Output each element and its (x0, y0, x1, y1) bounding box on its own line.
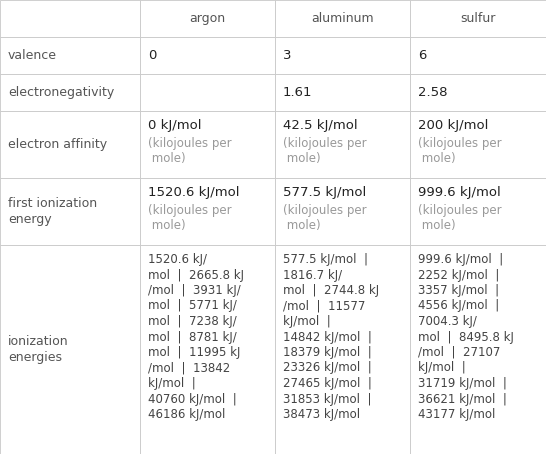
Bar (275, 0, 410, 37)
Text: 577.5 kJ/mol: 577.5 kJ/mol (283, 186, 366, 199)
Bar (0, 111, 140, 178)
Bar (275, 111, 410, 178)
Bar (410, 37, 546, 74)
Bar (0, 0, 140, 37)
Text: 577.5 kJ/mol  |
1816.7 kJ/
mol  |  2744.8 kJ
/mol  |  11577
kJ/mol  |
14842 kJ/m: 577.5 kJ/mol | 1816.7 kJ/ mol | 2744.8 k… (283, 253, 379, 421)
Text: 0: 0 (148, 49, 156, 62)
Bar (410, 74, 546, 111)
Bar (275, 37, 410, 74)
Bar (410, 245, 546, 454)
Text: electronegativity: electronegativity (8, 86, 114, 99)
Text: 200 kJ/mol: 200 kJ/mol (418, 119, 488, 132)
Text: aluminum: aluminum (311, 12, 374, 25)
Text: valence: valence (8, 49, 57, 62)
Bar (410, 111, 546, 178)
Text: ionization
energies: ionization energies (8, 335, 69, 364)
Bar (0, 245, 140, 454)
Text: 999.6 kJ/mol: 999.6 kJ/mol (418, 186, 501, 199)
Bar (140, 74, 275, 111)
Bar (275, 178, 410, 245)
Text: (kilojoules per
 mole): (kilojoules per mole) (283, 137, 366, 165)
Text: (kilojoules per
 mole): (kilojoules per mole) (283, 204, 366, 232)
Text: 42.5 kJ/mol: 42.5 kJ/mol (283, 119, 358, 132)
Text: 6: 6 (418, 49, 426, 62)
Text: (kilojoules per
 mole): (kilojoules per mole) (148, 137, 232, 165)
Bar (0, 74, 140, 111)
Text: 1.61: 1.61 (283, 86, 312, 99)
Text: argon: argon (189, 12, 225, 25)
Bar (140, 111, 275, 178)
Bar (140, 37, 275, 74)
Bar (275, 74, 410, 111)
Bar (410, 178, 546, 245)
Text: (kilojoules per
 mole): (kilojoules per mole) (418, 204, 502, 232)
Bar (275, 245, 410, 454)
Bar (0, 37, 140, 74)
Text: 999.6 kJ/mol  |
2252 kJ/mol  |
3357 kJ/mol  |
4556 kJ/mol  |
7004.3 kJ/
mol  |  : 999.6 kJ/mol | 2252 kJ/mol | 3357 kJ/mol… (418, 253, 514, 421)
Text: 3: 3 (283, 49, 292, 62)
Text: (kilojoules per
 mole): (kilojoules per mole) (148, 204, 232, 232)
Text: 1520.6 kJ/
mol  |  2665.8 kJ
/mol  |  3931 kJ/
mol  |  5771 kJ/
mol  |  7238 kJ/: 1520.6 kJ/ mol | 2665.8 kJ /mol | 3931 k… (148, 253, 244, 421)
Text: electron affinity: electron affinity (8, 138, 107, 151)
Bar (410, 0, 546, 37)
Bar (140, 245, 275, 454)
Bar (0, 178, 140, 245)
Bar (140, 178, 275, 245)
Bar (140, 0, 275, 37)
Text: 2.58: 2.58 (418, 86, 448, 99)
Text: first ionization
energy: first ionization energy (8, 197, 97, 226)
Text: (kilojoules per
 mole): (kilojoules per mole) (418, 137, 502, 165)
Text: 1520.6 kJ/mol: 1520.6 kJ/mol (148, 186, 240, 199)
Text: 0 kJ/mol: 0 kJ/mol (148, 119, 201, 132)
Text: sulfur: sulfur (460, 12, 496, 25)
